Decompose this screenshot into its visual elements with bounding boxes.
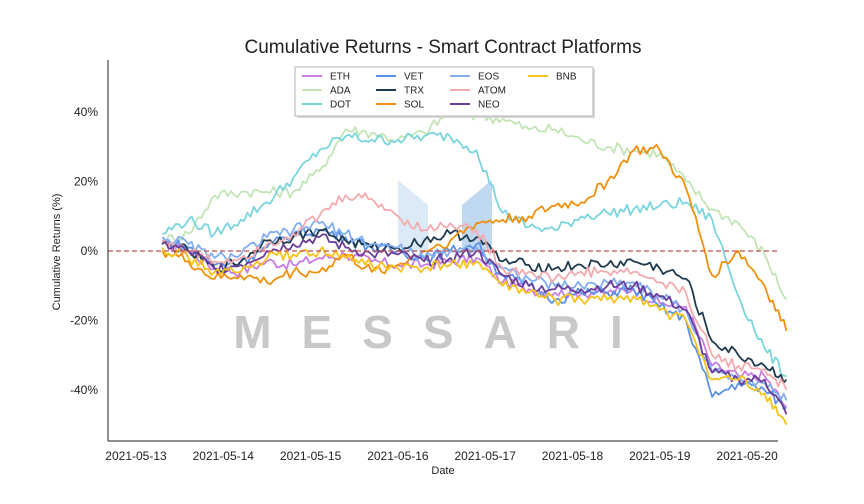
series-line-eth	[161, 239, 788, 409]
x-axis-title: Date	[431, 465, 454, 477]
series-line-trx	[161, 227, 788, 384]
legend-label: TRX	[404, 86, 424, 97]
legend-item-atom: ATOM	[450, 86, 506, 97]
legend-label: DOT	[330, 100, 351, 111]
y-tick-label: 0%	[81, 244, 99, 258]
x-tick-label: 2021-05-13	[105, 449, 167, 463]
y-tick-label: -40%	[70, 383, 98, 397]
legend-item-vet: VET	[376, 72, 423, 83]
legend-item-ada: ADA	[302, 86, 351, 97]
series-line-atom	[161, 192, 788, 391]
x-tick-labels: 2021-05-13 2021-05-14 2021-05-15 2021-05-16…	[105, 449, 778, 463]
x-tick-label: 2021-05-19	[629, 449, 691, 463]
legend-item-bnb: BNB	[528, 72, 577, 83]
y-tick-labels: -40% -20% 0% 20% 40%	[70, 105, 98, 397]
legend-label: ETH	[330, 72, 350, 83]
series-lines	[161, 107, 788, 426]
x-tick-label: 2021-05-17	[455, 449, 517, 463]
legend-label: SOL	[404, 100, 424, 111]
x-tick-label: 2021-05-14	[193, 449, 255, 463]
legend-item-eos: EOS	[450, 72, 499, 83]
x-tick-label: 2021-05-16	[367, 449, 429, 463]
legend: ETH ADA DOT VET TRX SOL EOS ATOM NEO BNB	[294, 66, 595, 118]
legend-label: ADA	[330, 86, 351, 97]
watermark-logo-left	[398, 180, 428, 252]
chart-title: Cumulative Returns - Smart Contract Plat…	[244, 37, 641, 58]
series-line-dot	[162, 131, 787, 377]
legend-item-neo: NEO	[450, 100, 500, 111]
x-tick-label: 2021-05-15	[280, 449, 342, 463]
legend-label: ATOM	[478, 86, 506, 97]
messari-watermark: MESSARI	[233, 180, 653, 358]
y-tick-label: 20%	[74, 175, 98, 189]
legend-label: NEO	[478, 100, 500, 111]
legend-item-dot: DOT	[302, 100, 351, 111]
legend-label: EOS	[478, 72, 499, 83]
x-tick-label: 2021-05-18	[542, 449, 604, 463]
legend-label: VET	[404, 72, 423, 83]
x-tick-label: 2021-05-20	[716, 449, 778, 463]
y-tick-label: -20%	[70, 314, 98, 328]
axes	[107, 60, 778, 442]
y-axis-title: Cumulative Returns (%)	[51, 194, 63, 311]
watermark-logo-right	[462, 180, 492, 252]
legend-item-sol: SOL	[376, 100, 424, 111]
series-line-bnb	[161, 246, 788, 426]
legend-label: BNB	[556, 72, 577, 83]
watermark-text: MESSARI	[233, 306, 653, 358]
legend-items: ETH ADA DOT VET TRX SOL EOS ATOM NEO BNB	[302, 72, 577, 111]
legend-item-trx: TRX	[376, 86, 424, 97]
legend-item-eth: ETH	[302, 72, 350, 83]
series-line-sol	[161, 143, 788, 332]
y-tick-label: 40%	[74, 105, 98, 119]
